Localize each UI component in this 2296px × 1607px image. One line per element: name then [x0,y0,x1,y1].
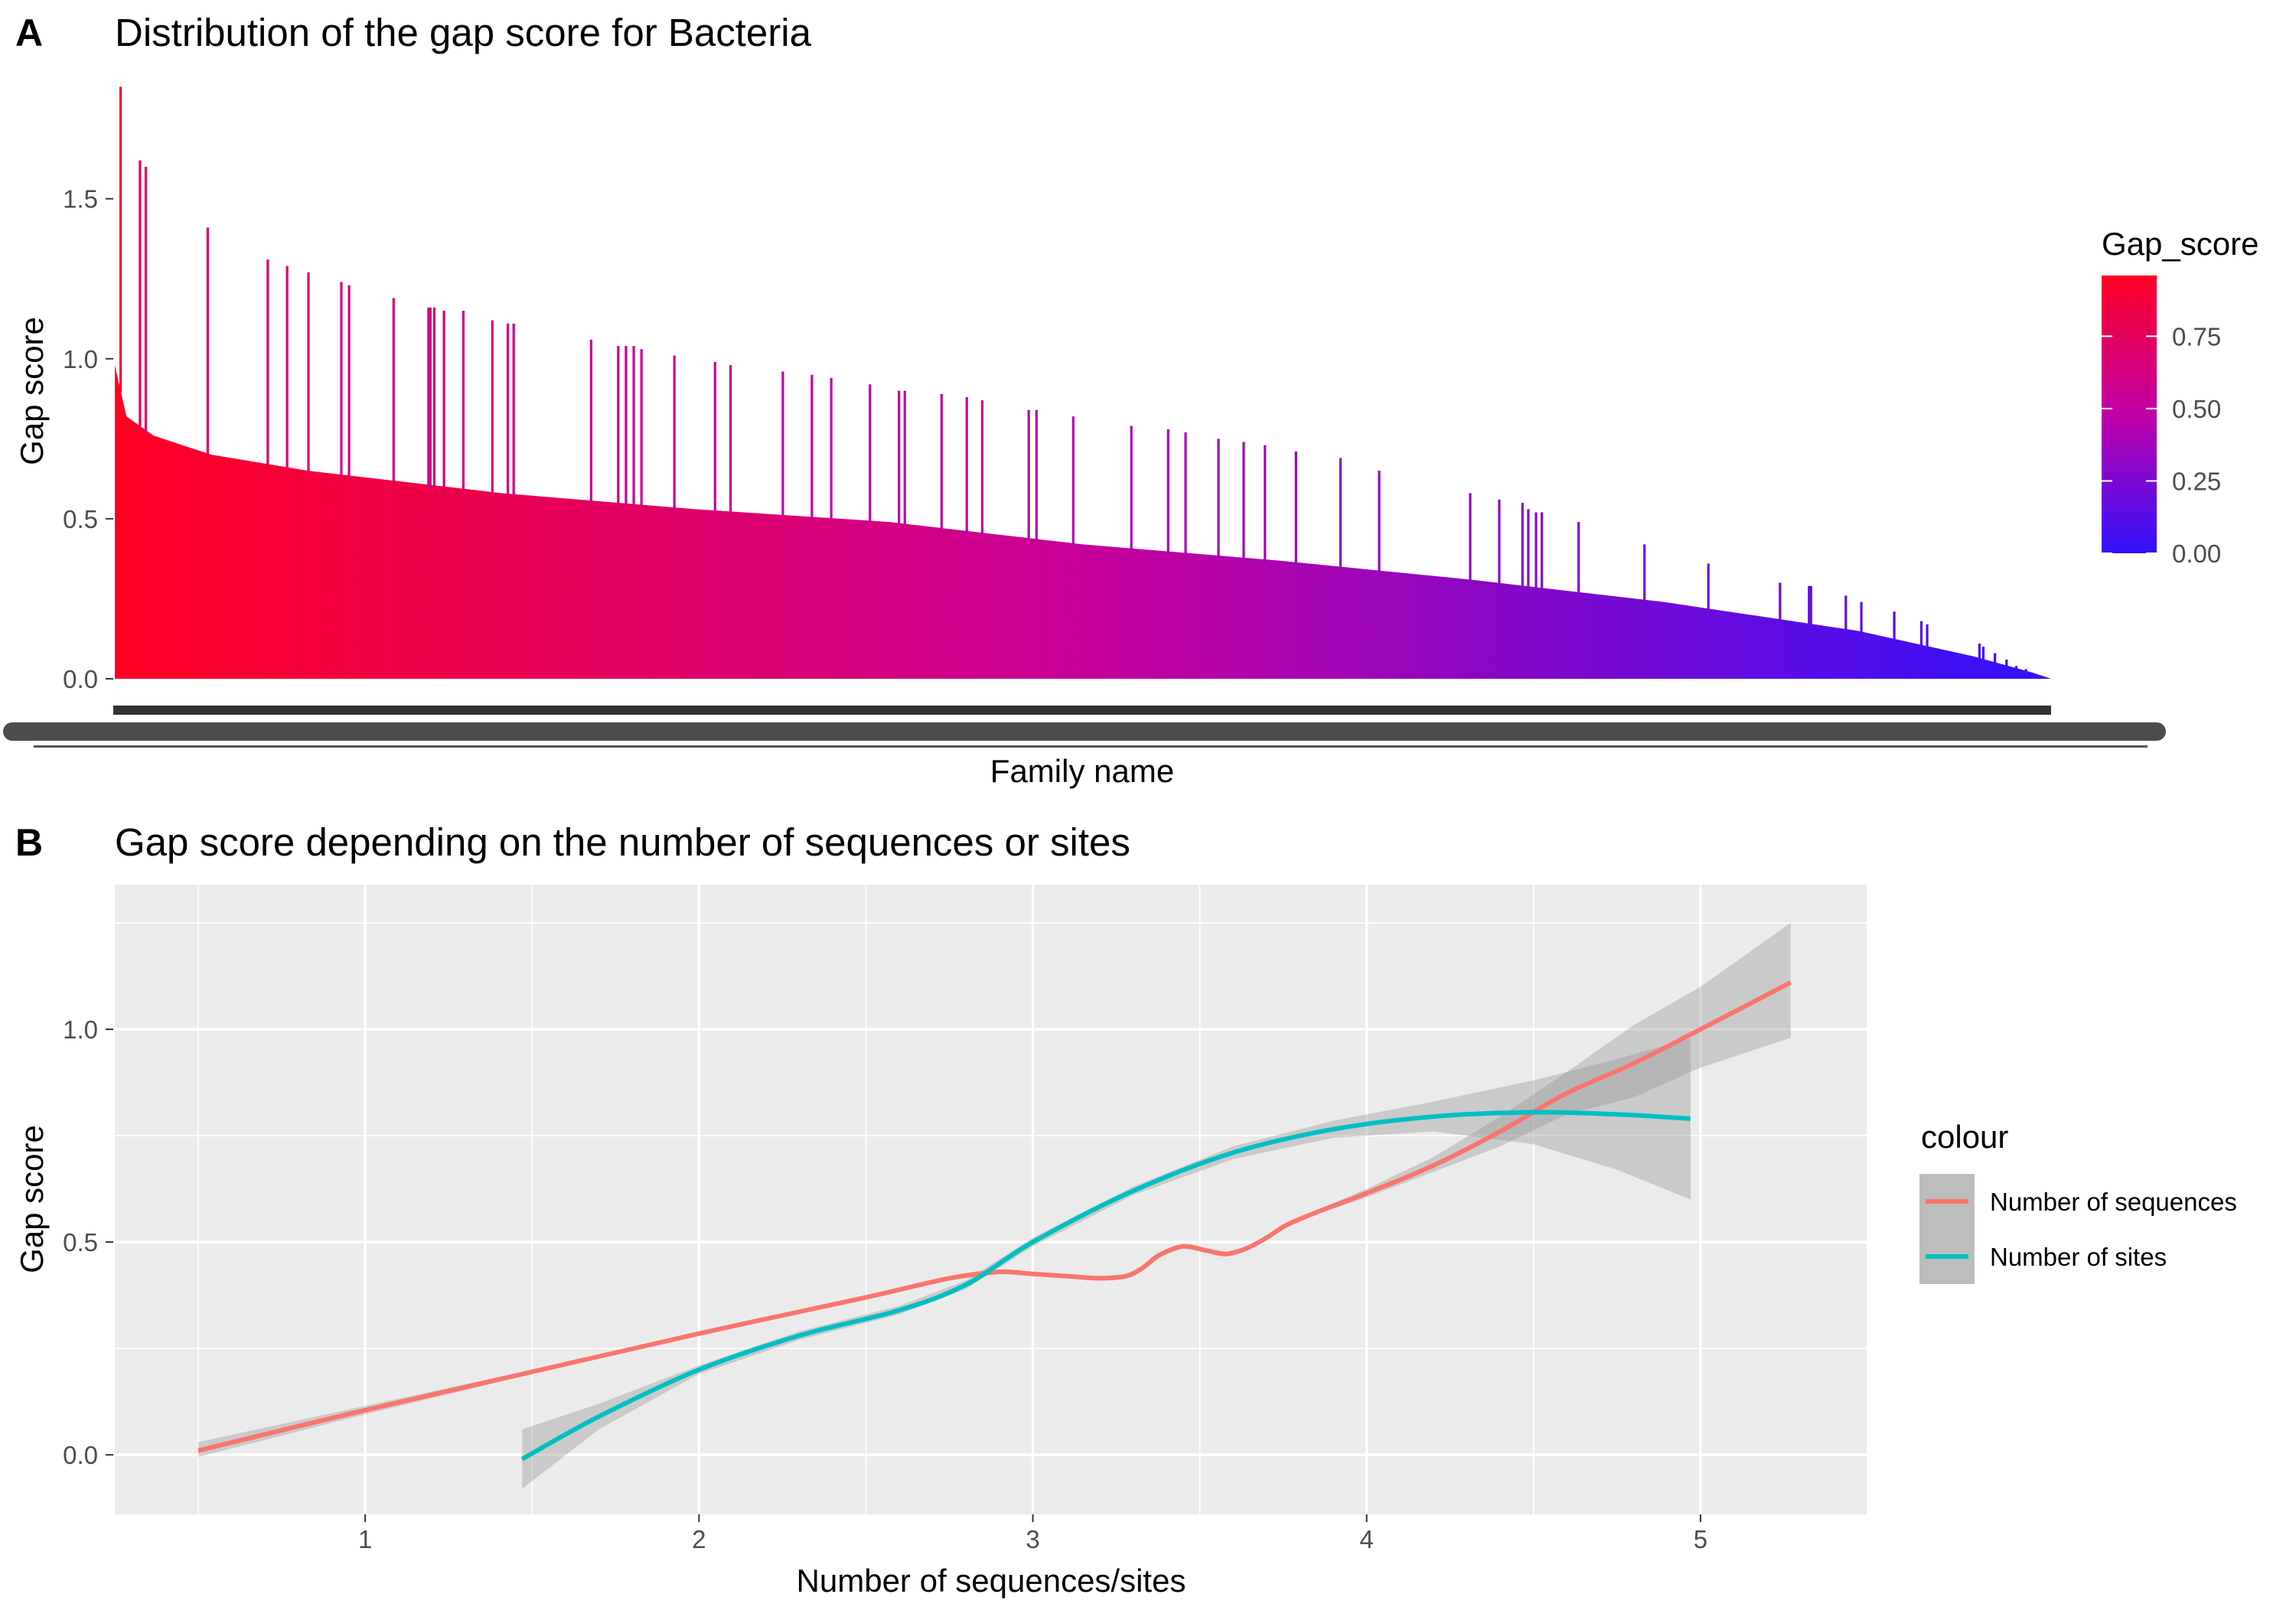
gap-score-legend-tick-label: 0.25 [2172,467,2221,495]
panel-b-plot-background [115,885,1867,1514]
panel-b-x-ticks: 1 2 3 4 5 [358,1514,1707,1553]
panel-a-bar-spikes [119,86,2027,673]
panel-b-y-tick-label: 0.0 [63,1441,98,1469]
panel-b-y-ticks: 0.0 0.5 1.0 [63,1015,113,1469]
panel-b-ci-band-series-2 [522,1038,1691,1489]
panel-b-y-tick-label: 0.5 [63,1228,98,1257]
panel-a-title: Distribution of the gap score for Bacter… [115,11,812,54]
gap-score-legend-title: Gap_score [2102,226,2258,262]
colour-legend-label: Number of sites [1990,1243,2167,1271]
gap-score-legend-ticks: 0.00 0.25 0.50 0.75 [2102,322,2221,568]
panel-a-x-tick-labels-band [113,706,2051,715]
panel-a-x-tick-labels-overflow [3,722,2166,741]
panel-a-y-tick-label: 1.5 [63,185,98,214]
panel-b-y-tick-label: 1.0 [63,1015,98,1044]
panel-b-x-tick-label: 2 [692,1525,706,1553]
colour-legend: colour Number of sequences Number of site… [1919,1119,2237,1284]
panel-a-letter: A [15,11,43,54]
gap-score-legend-tick-label: 0.75 [2172,322,2221,350]
panel-a-y-ticks: 0.0 0.5 1.0 1.5 [63,185,113,693]
panel-b-line-series-1 [197,980,1792,1453]
gap-score-legend-tick-label: 0.00 [2172,539,2221,568]
panel-a-y-axis-title: Gap score [14,317,50,465]
gap-score-legend-tick-label: 0.50 [2172,395,2221,423]
panel-b-confidence-bands [198,923,1791,1489]
panel-a: A Distribution of the gap score for Bact… [3,11,2258,789]
gap-score-colorbar [2102,275,2157,553]
panel-b-y-axis-title: Gap score [14,1125,50,1273]
panel-b-x-tick-label: 4 [1360,1525,1374,1553]
panel-b-title: Gap score depending on the number of seq… [115,820,1130,864]
panel-b-x-tick-label: 3 [1026,1525,1039,1553]
panel-a-bar-area [115,365,2051,679]
panel-a-y-tick-label: 0.0 [63,665,98,693]
panel-a-y-tick-label: 1.0 [63,345,98,373]
gap-score-legend: Gap_score 0.00 0.25 0.50 0.75 [2102,226,2258,568]
panel-a-x-axis-rule [34,745,2148,748]
panel-b-series-lines [197,980,1792,1462]
panel-b-grid [115,885,1868,1562]
panel-a-x-axis-title: Family name [990,753,1174,789]
panel-b-line-series-2 [520,1110,1691,1462]
panel-a-y-tick-label: 0.5 [63,505,98,533]
colour-legend-title: colour [1921,1119,2008,1155]
colour-legend-items: Number of sequences Number of sites [1919,1174,2237,1284]
panel-b-letter: B [15,821,43,864]
panel-b-x-axis-title: Number of sequences/sites [797,1563,1186,1599]
colour-legend-label: Number of sequences [1990,1188,2237,1216]
panel-b-x-tick-label: 1 [358,1525,372,1553]
panel-b: B Gap score depending on the number of s… [14,820,2237,1599]
panel-b-x-tick-label: 5 [1694,1525,1707,1553]
